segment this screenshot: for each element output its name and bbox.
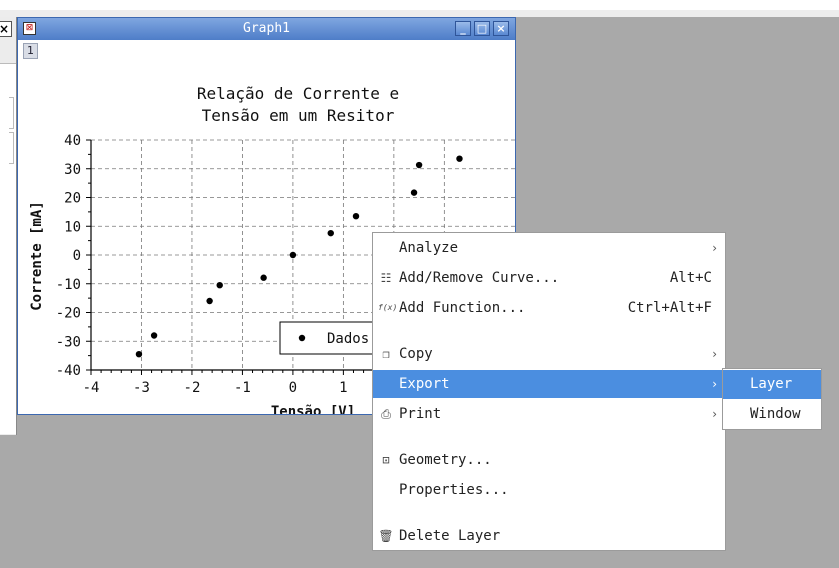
menu-item-export[interactable]: Export ›: [373, 370, 725, 398]
menu-item-label: Copy: [399, 346, 433, 362]
graph-window-app-icon[interactable]: ⊠: [23, 22, 36, 35]
legend-label: Dados: [327, 331, 369, 347]
top-strip: [0, 0, 839, 10]
export-submenu[interactable]: Layer Window: [722, 368, 822, 430]
x-tick-label: -2: [184, 380, 201, 396]
menu-item-analyze[interactable]: Analyze ›: [373, 234, 725, 262]
menu-item-label: Export: [399, 376, 450, 392]
minimize-button[interactable]: _: [455, 21, 471, 36]
chart-title-line-2: Tensão em um Resitor: [202, 106, 395, 125]
left-window-content: [0, 63, 16, 434]
menu-item-label: Delete Layer: [399, 528, 501, 544]
submenu-arrow-icon: ›: [712, 347, 717, 361]
menu-item-shortcut: Ctrl+Alt+F: [627, 300, 712, 316]
menu-item-copy[interactable]: ❐ Copy ›: [373, 340, 725, 368]
y-tick-label: -40: [56, 363, 81, 379]
menu-item-shortcut: Alt+C: [669, 270, 712, 286]
data-point: [415, 161, 423, 169]
menu-item-label: Analyze: [399, 240, 459, 256]
maximize-button[interactable]: □: [474, 21, 490, 36]
x-tick-label: -1: [234, 380, 251, 396]
menu-item-label: Geometry...: [399, 452, 492, 468]
x-tick-label: 1: [339, 380, 347, 396]
copy-icon: ❐: [382, 347, 390, 361]
y-tick-label: 20: [64, 191, 81, 207]
graph-window[interactable]: ⊠ Graph1 _ □ × 1 Relação de Corrente e T…: [17, 17, 516, 415]
submenu-arrow-icon: ›: [712, 377, 717, 391]
data-point: [216, 281, 223, 289]
data-point: [150, 332, 158, 339]
geometry-icon: ⊡: [382, 453, 390, 467]
menu-item-label: Properties...: [399, 482, 509, 498]
menu-item-label: Print: [399, 406, 442, 422]
left-window-close-button[interactable]: ×: [0, 21, 12, 37]
graph-window-title: Graph1: [243, 21, 290, 36]
y-tick-label: 40: [64, 133, 81, 149]
y-tick-label: 10: [64, 219, 81, 235]
y-axis-label: Corrente [mA]: [29, 201, 45, 311]
data-point: [206, 297, 213, 305]
x-tick-label: 0: [289, 380, 297, 396]
layer-context-menu[interactable]: Analyze › ☷ Add/Remove Curve... Alt+C f(x) Add…: [372, 232, 726, 551]
data-point: [352, 212, 360, 220]
menu-item-print[interactable]: ⎙ Print ›: [373, 400, 725, 428]
trash-icon: 🗑: [378, 529, 394, 543]
menu-item-geometry[interactable]: ⊡ Geometry...: [373, 446, 725, 474]
x-tick-label: -3: [133, 380, 150, 396]
graph-window-titlebar[interactable]: ⊠ Graph1 _ □ ×: [18, 18, 515, 40]
left-partial-window[interactable]: ×: [0, 17, 17, 435]
menu-item-delete-layer[interactable]: 🗑 Delete Layer: [373, 522, 725, 550]
export-submenu-item-window[interactable]: Window: [750, 406, 801, 422]
x-axis-label: Tensão [V]: [271, 404, 355, 414]
submenu-arrow-icon: ›: [712, 241, 717, 255]
left-window-frame-detail: [9, 132, 14, 164]
data-points: [135, 155, 463, 358]
y-tick-label: -30: [56, 334, 81, 350]
y-tick-label: 30: [64, 162, 81, 178]
x-tick-label: -4: [83, 380, 100, 396]
menu-item-add-remove-curve[interactable]: ☷ Add/Remove Curve... Alt+C: [373, 264, 725, 292]
data-point: [260, 274, 267, 281]
data-point: [327, 229, 334, 237]
data-point: [410, 189, 418, 196]
top-strip-shadow: [0, 10, 839, 17]
data-point: [135, 350, 143, 358]
export-submenu-item-layer[interactable]: Layer: [723, 370, 821, 399]
chart-title-line-1: Relação de Corrente e: [197, 84, 399, 103]
menu-item-properties[interactable]: Properties...: [373, 476, 725, 504]
layer-1-button[interactable]: 1: [23, 43, 38, 59]
legend-marker: [298, 334, 306, 342]
data-point: [456, 155, 463, 162]
y-tick-label: 0: [73, 248, 81, 264]
y-tick-label: -20: [56, 306, 81, 322]
printer-icon: ⎙: [381, 407, 391, 421]
close-button[interactable]: ×: [493, 21, 509, 36]
curve-list-icon: ☷: [380, 271, 392, 285]
menu-item-label: Add/Remove Curve...: [399, 270, 560, 286]
menu-item-label: Add Function...: [399, 300, 526, 316]
menu-item-add-function[interactable]: f(x) Add Function... Ctrl+Alt+F: [373, 294, 725, 322]
left-window-frame-detail: [9, 97, 14, 129]
submenu-arrow-icon: ›: [712, 407, 717, 421]
y-tick-label: -10: [56, 277, 81, 293]
data-point: [289, 251, 297, 259]
function-icon: f(x): [378, 303, 398, 312]
